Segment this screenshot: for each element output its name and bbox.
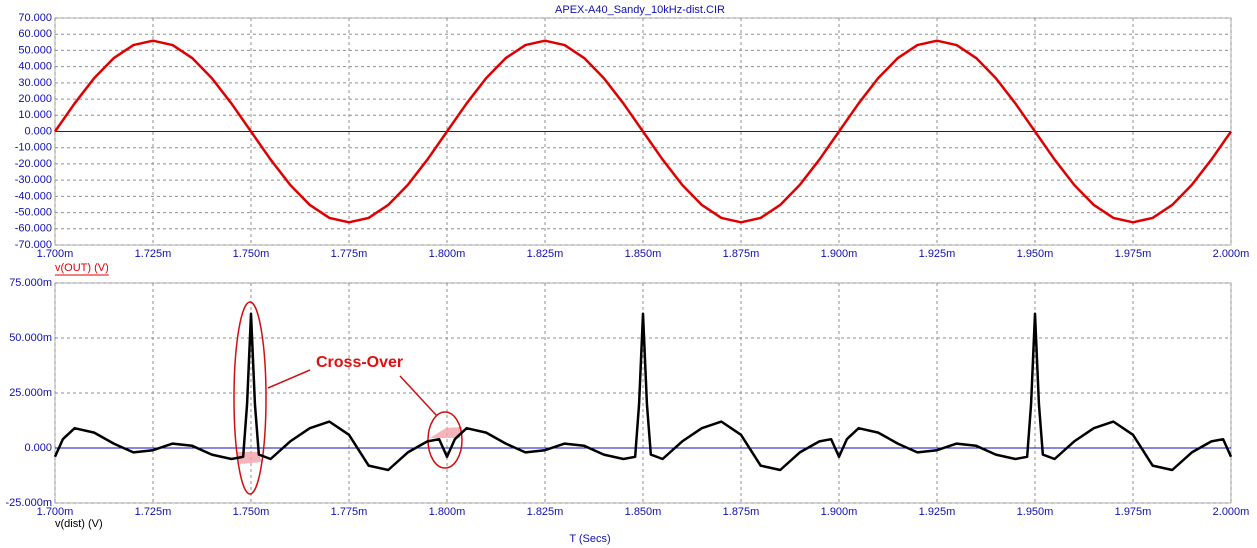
legend-label: v(dist) (V) bbox=[55, 518, 103, 530]
x-tick-label: 1.950m bbox=[1017, 506, 1054, 518]
x-tick-label: 2.000m bbox=[1213, 506, 1250, 518]
x-tick-label: 1.700m bbox=[37, 248, 74, 260]
y-tick-label: 0.000 bbox=[24, 442, 52, 454]
y-tick-label: 60.000 bbox=[18, 28, 52, 40]
highlight bbox=[430, 427, 462, 438]
y-tick-label: 20.000 bbox=[18, 93, 52, 105]
y-tick-label: -10.000 bbox=[15, 142, 52, 154]
x-tick-label: 1.900m bbox=[821, 506, 858, 518]
callout-line bbox=[267, 369, 311, 389]
callout-line bbox=[399, 375, 438, 417]
series-line bbox=[53, 39, 1233, 224]
x-tick-label: 2.000m bbox=[1213, 248, 1250, 260]
y-tick-label: -25.000m bbox=[6, 497, 52, 509]
x-tick-label: 1.950m bbox=[1017, 248, 1054, 260]
y-tick-label: 75.000m bbox=[9, 277, 52, 289]
y-tick-label: 70.000 bbox=[18, 12, 52, 24]
y-tick-label: -60.000 bbox=[15, 223, 52, 235]
y-tick-label: -50.000 bbox=[15, 206, 52, 218]
x-tick-label: 1.875m bbox=[723, 248, 760, 260]
x-tick-label: 1.850m bbox=[625, 506, 662, 518]
x-tick-label: 1.775m bbox=[331, 248, 368, 260]
y-tick-label: -40.000 bbox=[15, 190, 52, 202]
y-tick-label: -70.000 bbox=[15, 239, 52, 251]
x-tick-label: 1.800m bbox=[429, 506, 466, 518]
y-tick-label: -30.000 bbox=[15, 174, 52, 186]
series-line bbox=[53, 312, 1233, 472]
x-tick-label: 1.875m bbox=[723, 506, 760, 518]
highlight-ellipse bbox=[233, 301, 267, 495]
chart-title: APEX-A40_Sandy_10kHz-dist.CIR bbox=[555, 4, 725, 16]
y-tick-label: 25.000m bbox=[9, 387, 52, 399]
x-tick-label: 1.975m bbox=[1115, 248, 1152, 260]
x-tick-label: 1.775m bbox=[331, 506, 368, 518]
x-tick-label: 1.725m bbox=[135, 248, 172, 260]
x-tick-label: 1.800m bbox=[429, 248, 466, 260]
x-tick-label: 1.925m bbox=[919, 506, 956, 518]
highlight-ellipse bbox=[427, 411, 463, 469]
x-tick-label: 1.700m bbox=[37, 506, 74, 518]
x-axis-label: T (Secs) bbox=[569, 533, 610, 545]
y-tick-label: -20.000 bbox=[15, 158, 52, 170]
x-tick-label: 1.900m bbox=[821, 248, 858, 260]
y-tick-label: 50.000m bbox=[9, 332, 52, 344]
annotations: Cross-Over bbox=[233, 301, 463, 495]
x-tick-label: 1.975m bbox=[1115, 506, 1152, 518]
y-tick-label: 30.000 bbox=[18, 77, 52, 89]
x-tick-label: 1.825m bbox=[527, 506, 564, 518]
x-tick-label: 1.725m bbox=[135, 506, 172, 518]
y-tick-label: 50.000 bbox=[18, 44, 52, 56]
x-tick-label: 1.750m bbox=[233, 506, 270, 518]
y-tick-label: 0.000 bbox=[24, 125, 52, 137]
x-tick-label: 1.850m bbox=[625, 248, 662, 260]
y-tick-label: 10.000 bbox=[18, 109, 52, 121]
x-tick-label: 1.750m bbox=[233, 248, 270, 260]
x-tick-label: 1.825m bbox=[527, 248, 564, 260]
legend-label: v(OUT) (V) bbox=[55, 262, 109, 274]
x-tick-label: 1.925m bbox=[919, 248, 956, 260]
y-tick-label: 40.000 bbox=[18, 61, 52, 73]
annotation: Cross-Over bbox=[316, 354, 403, 371]
